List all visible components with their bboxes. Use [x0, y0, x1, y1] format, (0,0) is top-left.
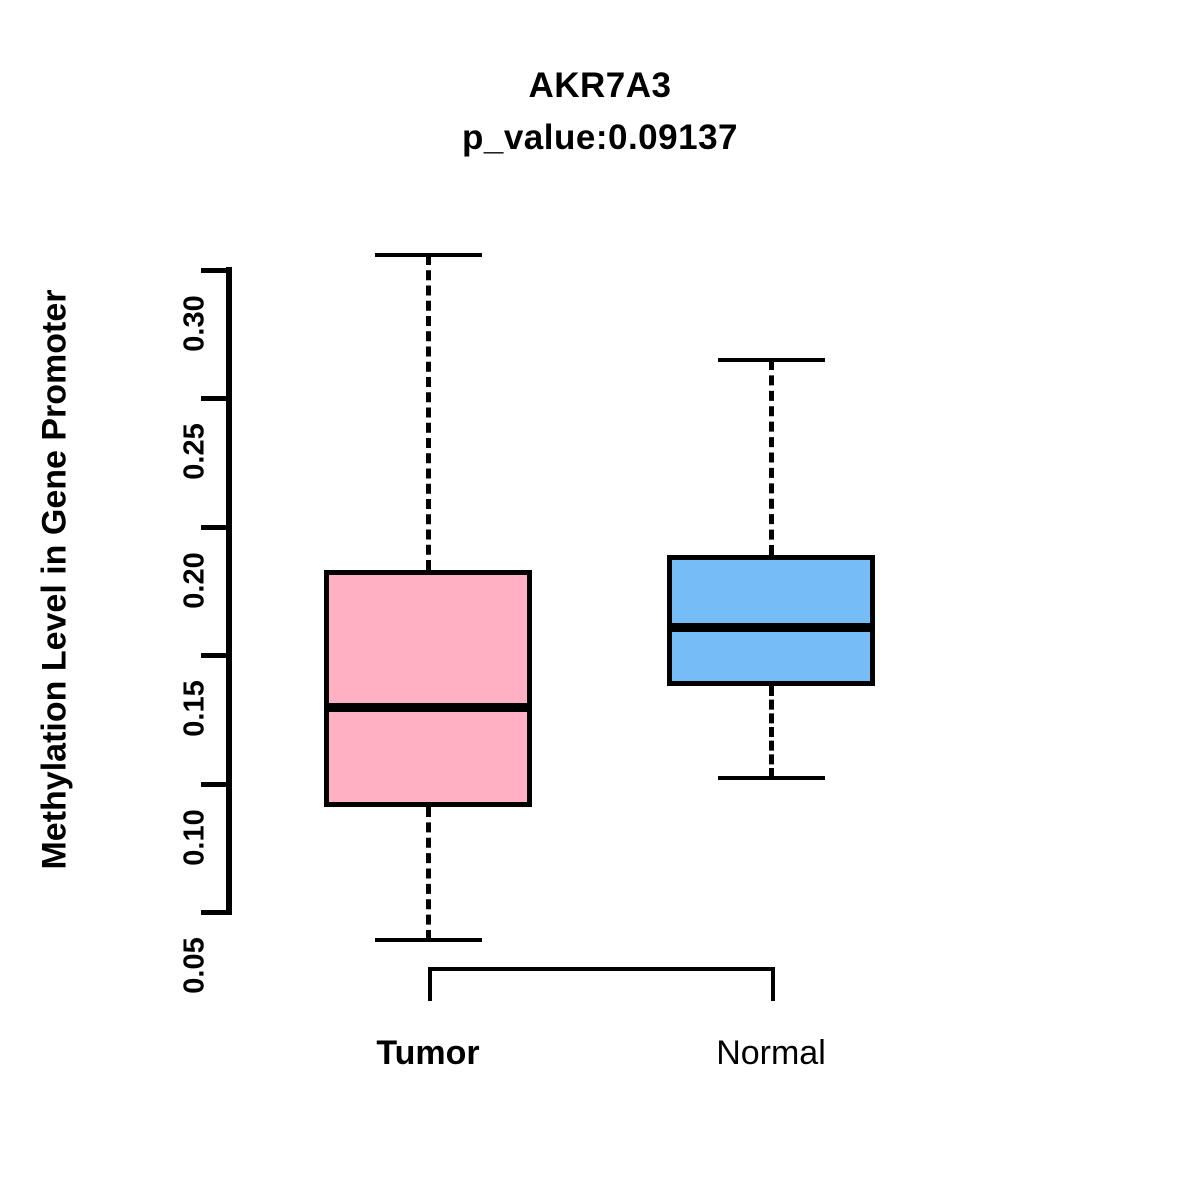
whisker-lower-normal	[769, 686, 774, 779]
x-axis-label-normal: Normal	[716, 1034, 826, 1072]
y-axis-tick-label: 0.20	[178, 552, 211, 609]
y-axis-tick-0.05	[201, 910, 227, 915]
x-axis-tick-normal	[771, 967, 775, 1001]
whisker-lower-tumor	[426, 806, 431, 941]
whisker-upper-tumor	[426, 254, 431, 571]
chart-title: AKR7A3	[528, 66, 672, 105]
box-normal	[667, 555, 875, 686]
whisker-cap-lower-tumor	[375, 938, 482, 943]
y-axis-title: Methylation Level in Gene Promoter	[35, 289, 74, 870]
y-axis-tick-0.15	[201, 653, 227, 659]
x-axis-bracket	[428, 967, 771, 971]
x-axis-tick-tumor	[428, 967, 432, 1001]
whisker-cap-upper-normal	[718, 357, 825, 362]
chart-subtitle-pvalue: p_value:0.09137	[461, 118, 738, 157]
y-axis-tick-0.10	[201, 781, 227, 787]
median-line-tumor	[324, 702, 532, 712]
box-tumor	[324, 570, 532, 807]
y-axis-tick-label: 0.15	[178, 680, 211, 737]
y-axis-tick-label: 0.25	[178, 423, 211, 481]
y-axis-tick-label: 0.05	[178, 937, 211, 994]
y-axis-tick-label: 0.10	[178, 808, 211, 866]
x-axis-label-tumor: Tumor	[376, 1034, 480, 1072]
whisker-cap-lower-normal	[718, 776, 825, 781]
y-axis-tick-0.30	[201, 268, 227, 273]
whisker-cap-upper-tumor	[375, 252, 482, 257]
y-axis-line	[226, 267, 232, 915]
whisker-upper-normal	[769, 359, 774, 556]
y-axis-tick-0.25	[201, 396, 227, 402]
y-axis-tick-0.20	[201, 524, 227, 530]
y-axis-tick-label: 0.30	[178, 295, 211, 352]
median-line-normal	[667, 622, 875, 632]
